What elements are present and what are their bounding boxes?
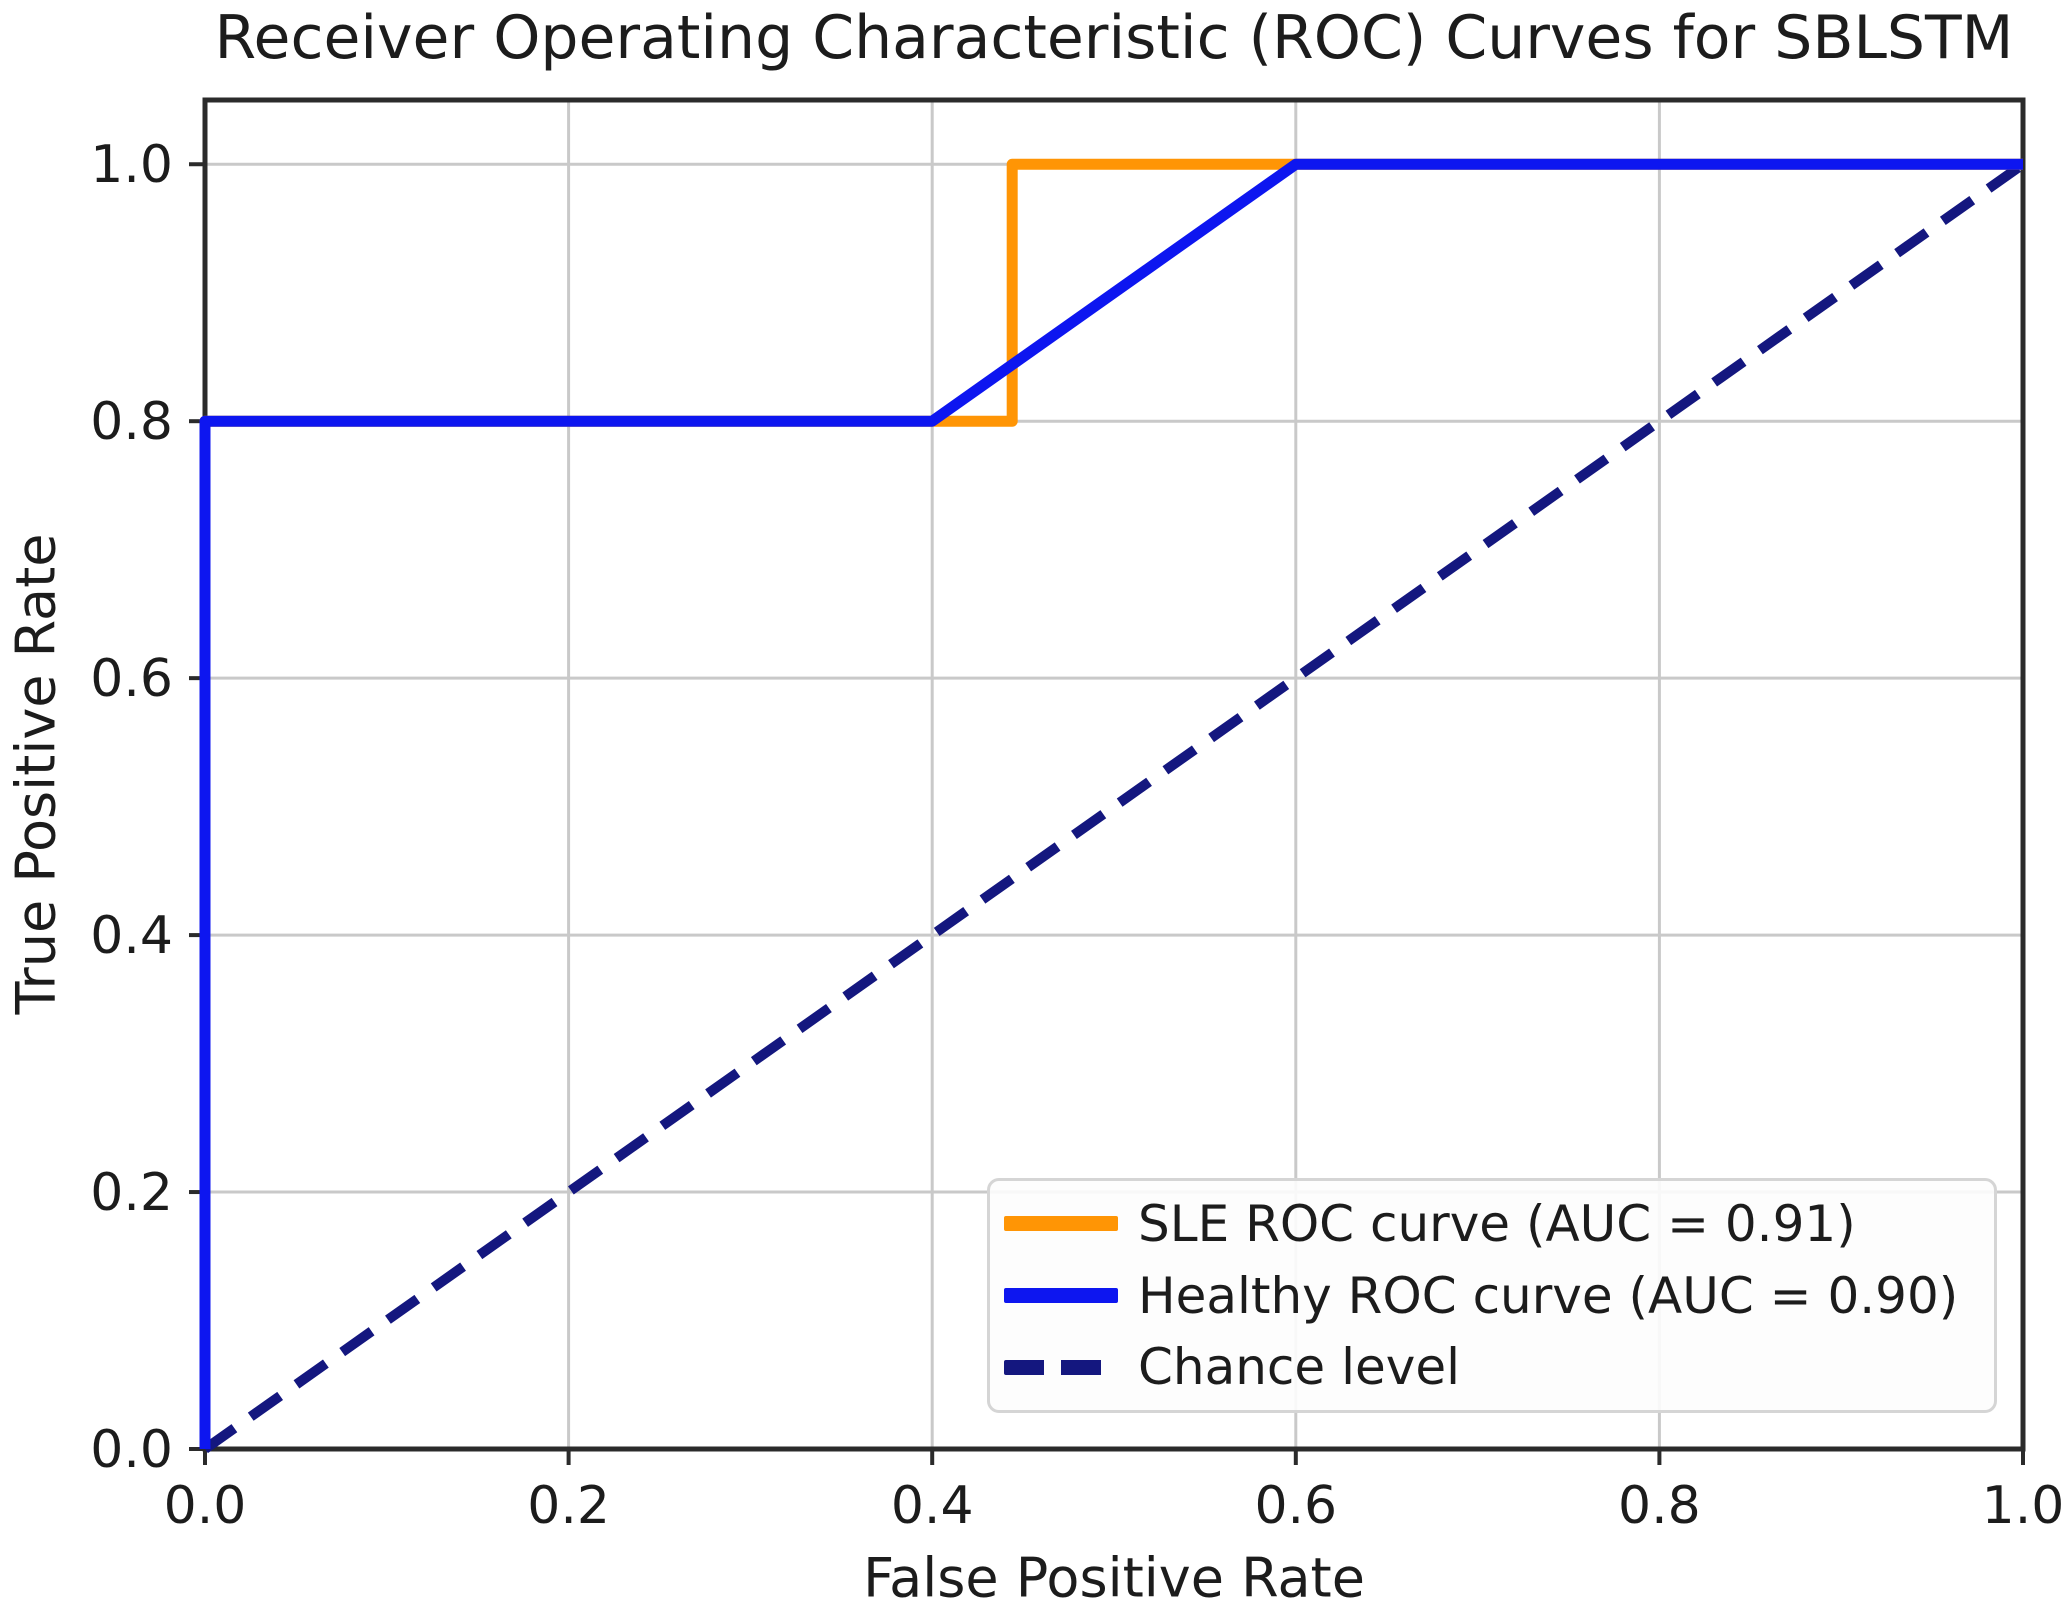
series-curve-1 (199, 158, 2023, 1449)
legend-swatch-healthy-line-icon (1004, 1288, 1118, 1303)
y-tick-label-0.4: 0.4 (90, 906, 173, 966)
chart-title: Receiver Operating Characteristic (ROC) … (214, 3, 2014, 73)
legend-item-chance: Chance level (1004, 1338, 1994, 1396)
legend-label-healthy: Healthy ROC curve (AUC = 0.90) (1138, 1266, 1959, 1325)
legend-label-chance: Chance level (1138, 1338, 1460, 1397)
legend-label-sle: SLE ROC curve (AUC = 0.91) (1138, 1194, 1856, 1253)
legend-item-sle: SLE ROC curve (AUC = 0.91) (1004, 1195, 1994, 1253)
x-axis-label: False Positive Rate (863, 1546, 1365, 1610)
y-axis-label: True Positive Rate (4, 533, 68, 1015)
y-tick-label-0.2: 0.2 (90, 1163, 173, 1223)
y-tick-label-0.6: 0.6 (90, 649, 173, 709)
x-tick-label-1.0: 1.0 (1982, 1476, 2065, 1536)
x-tick-label-0.2: 0.2 (527, 1476, 610, 1536)
x-tick-label-0.0: 0.0 (164, 1476, 247, 1536)
y-tick-label-0.0: 0.0 (90, 1420, 173, 1480)
y-tick-label-1.0: 1.0 (90, 135, 173, 195)
x-tick-label-0.6: 0.6 (1254, 1476, 1337, 1536)
y-tick-label-0.8: 0.8 (90, 392, 173, 452)
legend: SLE ROC curve (AUC = 0.91) Healthy ROC c… (987, 1178, 1997, 1413)
legend-item-healthy: Healthy ROC curve (AUC = 0.90) (1004, 1267, 1994, 1325)
legend-swatch-sle-line-icon (1004, 1216, 1118, 1232)
x-tick-label-0.4: 0.4 (891, 1476, 974, 1536)
legend-swatch-chance-dashed-line-icon (1004, 1359, 1118, 1375)
x-tick-label-0.8: 0.8 (1618, 1476, 1701, 1536)
series-curve-2 (202, 160, 2026, 1454)
